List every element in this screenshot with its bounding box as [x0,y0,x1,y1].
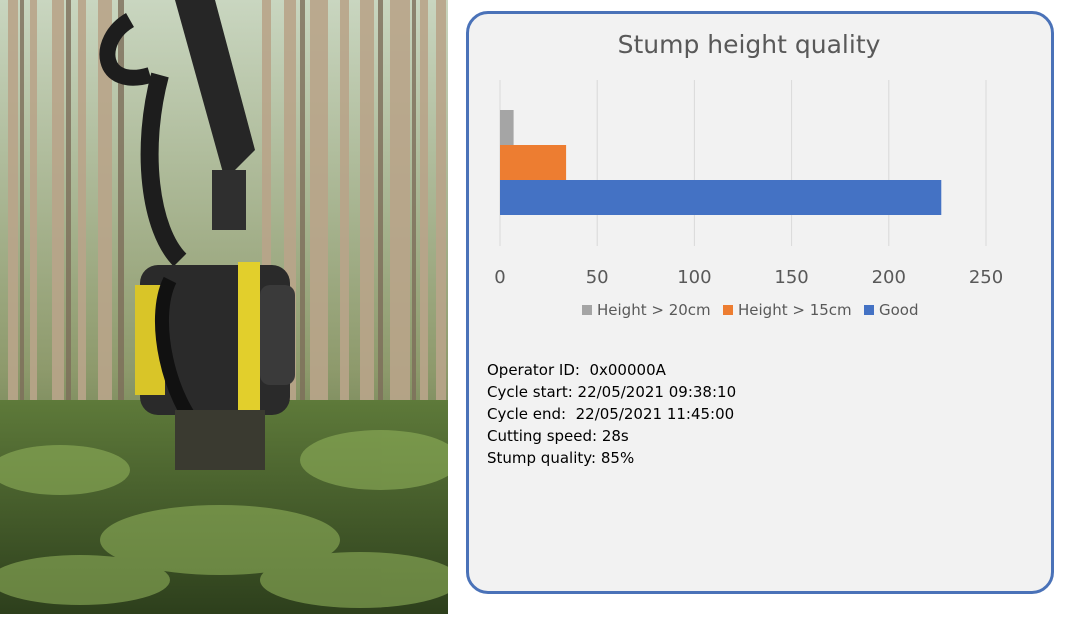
legend-label: Height > 15cm [738,301,852,319]
stump-quality-panel: Stump height quality 0 50 100 150 200 250 Hei… [466,11,1054,594]
x-tick-label: 0 [494,267,505,288]
x-tick-label: 100 [677,267,711,288]
legend-swatch [582,305,592,315]
chart-gridlines [499,80,987,246]
x-tick-label: 200 [872,267,906,288]
bar-good [500,180,942,215]
stump-quality: Stump quality: 85% [487,449,635,467]
cycle-end: Cycle end: 22/05/2021 11:45:00 [487,405,735,423]
legend-swatch [723,305,733,315]
legend-label: Good [879,301,919,319]
bar-height-20cm [500,110,514,145]
cycle-info: Operator ID: 0x00000A Cycle start: 22/05… [487,359,736,469]
chart-legend: Height > 20cm Height > 15cm Good [582,301,919,319]
legend-swatch [864,305,874,315]
chart-title: Stump height quality [618,30,881,59]
legend-label: Height > 20cm [597,301,711,319]
x-tick-label: 250 [969,267,1003,288]
stump-height-chart: Stump height quality 0 50 100 150 200 250 Hei… [494,30,1003,319]
cycle-start: Cycle start: 22/05/2021 09:38:10 [487,383,737,401]
operator-id: Operator ID: 0x00000A [487,361,666,379]
x-tick-label: 150 [774,267,808,288]
x-axis-ticks: 0 50 100 150 200 250 [494,267,1003,288]
x-tick-label: 50 [586,267,609,288]
chart-bars [500,110,942,215]
harvester-scene [0,0,460,614]
forest-harvester-photo [0,0,460,614]
bar-height-15cm [500,145,567,180]
cutting-speed: Cutting speed: 28s [487,427,629,445]
